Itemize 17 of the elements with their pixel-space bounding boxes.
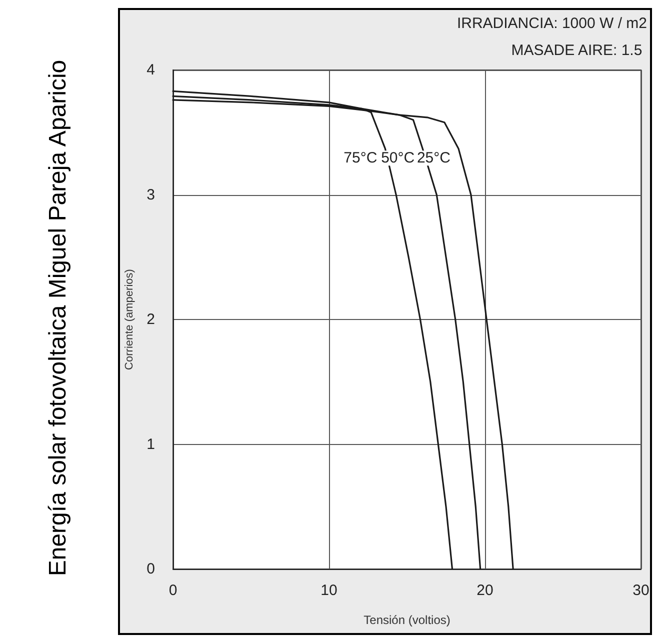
text: MASADE AIRE: 1.5	[511, 42, 642, 59]
y-tick-label: 0	[146, 560, 155, 578]
x-axis-title: Tensión (voltios)	[364, 613, 450, 627]
text: IRRADIANCIA: 1000 W / m2	[456, 15, 648, 32]
x-tick-label: 10	[320, 582, 338, 599]
y-axis-title: Corriente (amperios)	[124, 269, 136, 370]
series-label: 75°C	[344, 150, 378, 167]
x-tick-label: 30	[632, 582, 650, 599]
text: Energía solar fotovoltaica Miguel Pareja Aparicio	[44, 60, 72, 576]
y-tick-label: 2	[146, 311, 155, 328]
x-tick-label: 20	[476, 582, 494, 599]
series-label: 50°C	[381, 150, 415, 167]
y-tick-label: 1	[146, 436, 155, 453]
y-tick-label: 3	[146, 186, 155, 204]
series-label: 25°C	[416, 150, 451, 167]
x-tick-label: 0	[168, 582, 178, 599]
y-tick-label: 4	[146, 62, 155, 78]
